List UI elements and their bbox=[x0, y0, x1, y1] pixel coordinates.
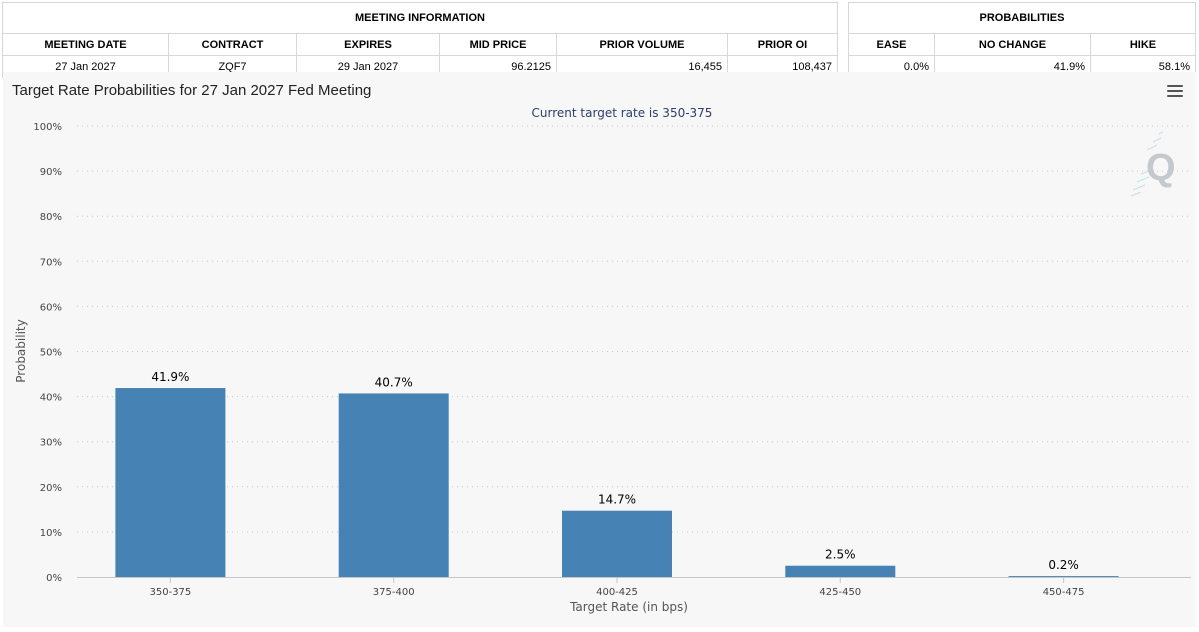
meeting-information-table: MEETING INFORMATION MEETING DATE CONTRAC… bbox=[2, 2, 838, 78]
y-tick-label: 90% bbox=[40, 167, 62, 178]
meeting-information-caption: MEETING INFORMATION bbox=[2, 2, 838, 34]
data-label: 41.9% bbox=[151, 370, 189, 384]
data-label: 40.7% bbox=[375, 375, 413, 389]
quikstrike-watermark-logo: Q bbox=[1130, 131, 1176, 197]
y-tick-label: 100% bbox=[33, 122, 62, 133]
data-label: 0.2% bbox=[1048, 558, 1079, 572]
x-tick-label: 375-400 bbox=[373, 587, 415, 598]
x-axis-title: Target Rate (in bps) bbox=[569, 600, 688, 614]
hamburger-menu-icon[interactable] bbox=[1167, 85, 1183, 99]
bar-400-425 bbox=[562, 510, 672, 577]
probabilities-caption: PROBABILITIES bbox=[848, 2, 1196, 34]
header-contract: CONTRACT bbox=[168, 33, 297, 56]
data-label: 14.7% bbox=[598, 493, 636, 507]
y-tick-label: 50% bbox=[40, 348, 62, 359]
header-expires: EXPIRES bbox=[296, 33, 440, 56]
header-no-change: NO CHANGE bbox=[934, 33, 1091, 56]
x-tick-label: 400-425 bbox=[596, 587, 638, 598]
chart-title: Target Rate Probabilities for 27 Jan 202… bbox=[12, 82, 371, 99]
bar-375-400 bbox=[338, 393, 449, 577]
data-label: 2.5% bbox=[825, 548, 856, 562]
y-tick-label: 0% bbox=[46, 573, 62, 584]
y-tick-label: 20% bbox=[40, 483, 62, 494]
y-tick-label: 60% bbox=[40, 302, 62, 313]
header-prior-volume: PRIOR VOLUME bbox=[556, 33, 728, 56]
x-tick-label: 425-450 bbox=[819, 587, 861, 598]
bar-chart: Target Rate Probabilities for 27 Jan 202… bbox=[12, 82, 1191, 614]
x-tick-label: 350-375 bbox=[150, 587, 192, 598]
svg-text:Q: Q bbox=[1146, 147, 1176, 189]
header-meeting-date: MEETING DATE bbox=[2, 33, 169, 56]
y-tick-label: 80% bbox=[40, 212, 62, 223]
header-hike: HIKE bbox=[1090, 33, 1196, 56]
header-prior-oi: PRIOR OI bbox=[727, 33, 838, 56]
bar-425-450 bbox=[785, 565, 896, 577]
bar-450-475 bbox=[1008, 576, 1119, 577]
chart-container: Target Rate Probabilities for 27 Jan 202… bbox=[3, 72, 1196, 627]
y-tick-label: 30% bbox=[40, 438, 62, 449]
bar-350-375 bbox=[115, 388, 226, 577]
header-mid-price: MID PRICE bbox=[439, 33, 557, 56]
chart-subtitle: Current target rate is 350-375 bbox=[532, 106, 713, 120]
probabilities-table: PROBABILITIES EASE NO CHANGE HIKE 0.0% 4… bbox=[848, 2, 1196, 78]
y-tick-label: 10% bbox=[40, 528, 62, 539]
y-tick-label: 70% bbox=[40, 257, 62, 268]
y-tick-label: 40% bbox=[40, 393, 62, 404]
x-tick-label: 450-475 bbox=[1043, 587, 1085, 598]
y-axis-title: Probability bbox=[14, 319, 28, 382]
header-ease: EASE bbox=[848, 33, 935, 56]
